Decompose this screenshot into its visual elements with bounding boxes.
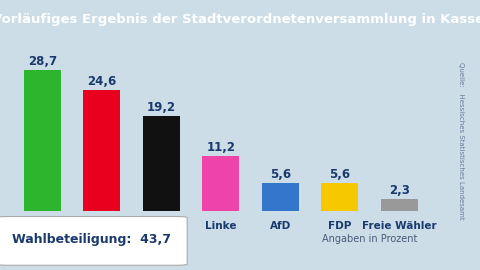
- FancyBboxPatch shape: [0, 217, 187, 265]
- Text: Angaben in Prozent: Angaben in Prozent: [322, 234, 418, 244]
- Text: 5,6: 5,6: [270, 168, 291, 181]
- Bar: [24, 70, 61, 211]
- Text: 24,6: 24,6: [87, 75, 117, 88]
- Bar: [143, 116, 180, 211]
- Text: Vorläufiges Ergebnis der Stadtverordnetenversammlung in Kassel: Vorläufiges Ergebnis der Stadtverordnete…: [0, 13, 480, 26]
- Text: 19,2: 19,2: [147, 101, 176, 114]
- Text: 5,6: 5,6: [329, 168, 350, 181]
- Text: FDP: FDP: [328, 221, 351, 231]
- Text: 2,3: 2,3: [389, 184, 410, 197]
- Text: CDU: CDU: [149, 221, 174, 231]
- Text: Quelle:   Hessisches Statistisches Landesamt: Quelle: Hessisches Statistisches Landesa…: [458, 62, 464, 219]
- Text: Freie Wähler: Freie Wähler: [362, 221, 437, 231]
- Bar: [381, 199, 418, 211]
- Text: AfD: AfD: [270, 221, 291, 231]
- Bar: [203, 156, 239, 211]
- Text: 28,7: 28,7: [28, 55, 57, 68]
- Text: Grüne: Grüne: [24, 221, 60, 231]
- Text: Linke: Linke: [205, 221, 237, 231]
- Text: Wahlbeteiligung:  43,7: Wahlbeteiligung: 43,7: [12, 233, 171, 246]
- Bar: [262, 183, 299, 211]
- Text: SPD: SPD: [90, 221, 114, 231]
- Bar: [321, 183, 358, 211]
- Bar: [84, 90, 120, 211]
- Text: 11,2: 11,2: [206, 141, 235, 154]
